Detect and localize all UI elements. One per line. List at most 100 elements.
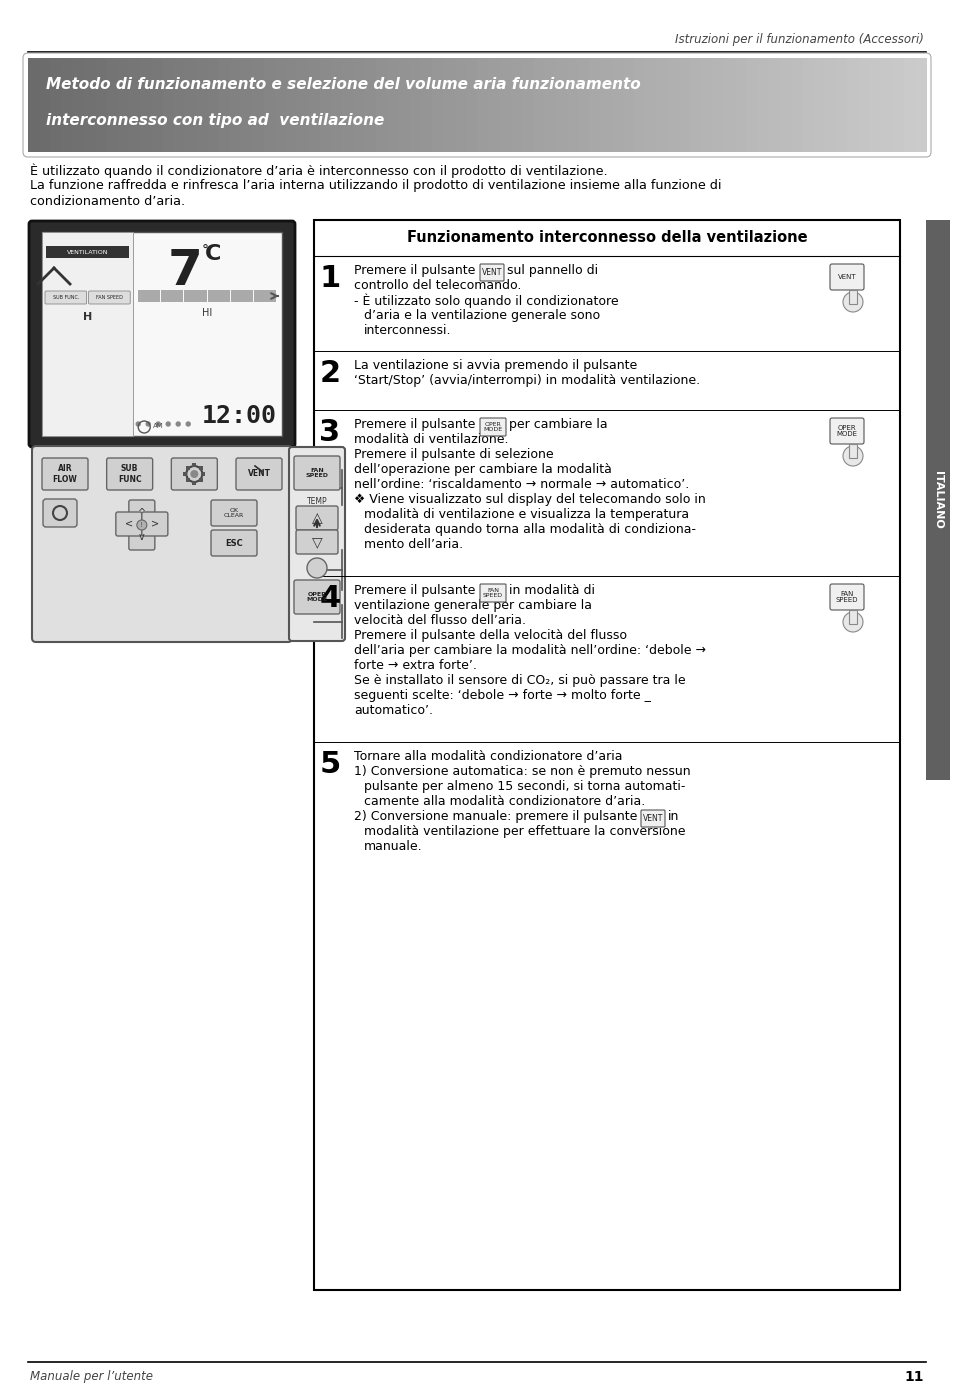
Text: Premere il pulsante: Premere il pulsante (354, 265, 475, 277)
FancyBboxPatch shape (29, 221, 294, 447)
Text: modalità ventilazione per effettuare la conversione: modalità ventilazione per effettuare la … (364, 825, 685, 839)
Text: 4: 4 (319, 584, 340, 613)
Bar (521, 57, 534, 153)
Bar (611, 57, 623, 153)
Bar (398, 57, 410, 153)
FancyBboxPatch shape (294, 580, 339, 615)
Text: ^: ^ (137, 508, 146, 518)
Text: seguenti scelte: ‘debole → forte → molto forte _: seguenti scelte: ‘debole → forte → molto… (354, 689, 650, 701)
Bar (286, 57, 298, 153)
FancyBboxPatch shape (211, 531, 256, 556)
Bar (599, 57, 612, 153)
Text: ‘Start/Stop’ (avvia/interrompi) in modalità ventilazione.: ‘Start/Stop’ (avvia/interrompi) in modal… (354, 374, 700, 386)
Text: per cambiare la: per cambiare la (509, 419, 607, 431)
Text: ❖ Viene visualizzato sul display del telecomando solo in: ❖ Viene visualizzato sul display del tel… (354, 493, 705, 505)
FancyBboxPatch shape (107, 458, 152, 490)
Bar (443, 57, 456, 153)
Text: pulsante per almeno 15 secondi, si torna automati-: pulsante per almeno 15 secondi, si torna… (364, 780, 684, 792)
Bar (465, 57, 477, 153)
Bar (331, 57, 343, 153)
FancyBboxPatch shape (129, 500, 154, 526)
Bar (555, 57, 567, 153)
Text: FAN SPEED: FAN SPEED (96, 295, 123, 300)
Bar (420, 57, 433, 153)
Bar (84, 57, 96, 153)
Text: C: C (205, 244, 221, 265)
Circle shape (307, 559, 327, 578)
Bar (185, 57, 197, 153)
FancyBboxPatch shape (829, 419, 863, 444)
FancyBboxPatch shape (640, 811, 664, 827)
Bar (274, 57, 287, 153)
Text: interconnessi.: interconnessi. (364, 323, 451, 337)
FancyBboxPatch shape (45, 291, 87, 304)
Bar (387, 57, 399, 153)
Bar (201, 472, 205, 476)
Text: ITALIANO: ITALIANO (932, 472, 942, 529)
Bar (253, 57, 264, 153)
Bar (186, 466, 190, 469)
Text: Funzionamento interconnesso della ventilazione: Funzionamento interconnesso della ventil… (406, 231, 806, 245)
Circle shape (136, 421, 140, 426)
Bar (72, 57, 85, 153)
FancyBboxPatch shape (235, 458, 282, 490)
Bar (354, 57, 365, 153)
Text: H: H (83, 312, 92, 322)
Text: camente alla modalità condizionatore d’aria.: camente alla modalità condizionatore d’a… (364, 795, 644, 808)
Text: La funzione raffredda e rinfresca l’aria interna utilizzando il prodotto di vent: La funzione raffredda e rinfresca l’aria… (30, 179, 720, 192)
Bar (622, 57, 635, 153)
Text: Premere il pulsante di selezione: Premere il pulsante di selezione (354, 448, 553, 461)
Text: FAN
SPEED: FAN SPEED (835, 591, 858, 603)
FancyBboxPatch shape (295, 531, 337, 554)
Text: condizionamento d’aria.: condizionamento d’aria. (30, 195, 185, 209)
Text: Metodo di funzionamento e selezione del volume aria funzionamento: Metodo di funzionamento e selezione del … (46, 77, 640, 92)
Bar (364, 57, 376, 153)
Text: OPER
MODE: OPER MODE (483, 421, 502, 433)
Text: desiderata quando torna alla modalità di condiziona-: desiderata quando torna alla modalità di… (364, 524, 696, 536)
Bar (253, 290, 275, 302)
FancyBboxPatch shape (172, 458, 217, 490)
Bar (107, 57, 119, 153)
Text: interconnesso con tipo ad  ventilazione: interconnesso con tipo ad ventilazione (46, 113, 384, 127)
Bar (208, 290, 230, 302)
Bar (634, 57, 646, 153)
Text: OK
CLEAR: OK CLEAR (224, 508, 244, 518)
Text: △: △ (312, 511, 322, 525)
Bar (161, 290, 183, 302)
Text: °: ° (202, 244, 209, 258)
FancyBboxPatch shape (294, 456, 339, 490)
Bar (858, 57, 870, 153)
Bar (95, 57, 108, 153)
Bar (263, 57, 275, 153)
Circle shape (842, 293, 862, 312)
Text: La ventilazione si avvia premendo il pulsante: La ventilazione si avvia premendo il pul… (354, 358, 637, 372)
Text: Tornare alla modalità condizionatore d’aria: Tornare alla modalità condizionatore d’a… (354, 750, 622, 763)
Bar (173, 57, 186, 153)
FancyBboxPatch shape (115, 512, 142, 536)
Text: forte → extra forte’.: forte → extra forte’. (354, 659, 476, 672)
Bar (690, 57, 701, 153)
Text: in modalità di: in modalità di (509, 584, 595, 596)
FancyBboxPatch shape (32, 447, 292, 643)
Bar (193, 482, 196, 484)
Circle shape (191, 470, 198, 477)
Text: VENT: VENT (642, 813, 662, 823)
Bar (51, 57, 63, 153)
Bar (39, 57, 51, 153)
Bar (241, 57, 253, 153)
Bar (476, 57, 489, 153)
Bar (183, 472, 187, 476)
FancyBboxPatch shape (479, 265, 503, 281)
Bar (700, 57, 713, 153)
Bar (757, 57, 769, 153)
Circle shape (166, 421, 170, 426)
Bar (297, 57, 310, 153)
FancyBboxPatch shape (43, 498, 77, 526)
Bar (163, 57, 174, 153)
Bar (881, 57, 892, 153)
Bar (117, 57, 130, 153)
FancyBboxPatch shape (829, 265, 863, 290)
Text: dell’aria per cambiare la modalità nell’ordine: ‘debole →: dell’aria per cambiare la modalità nell’… (354, 644, 705, 657)
Text: OPER
MODE: OPER MODE (306, 592, 327, 602)
FancyBboxPatch shape (211, 500, 256, 526)
